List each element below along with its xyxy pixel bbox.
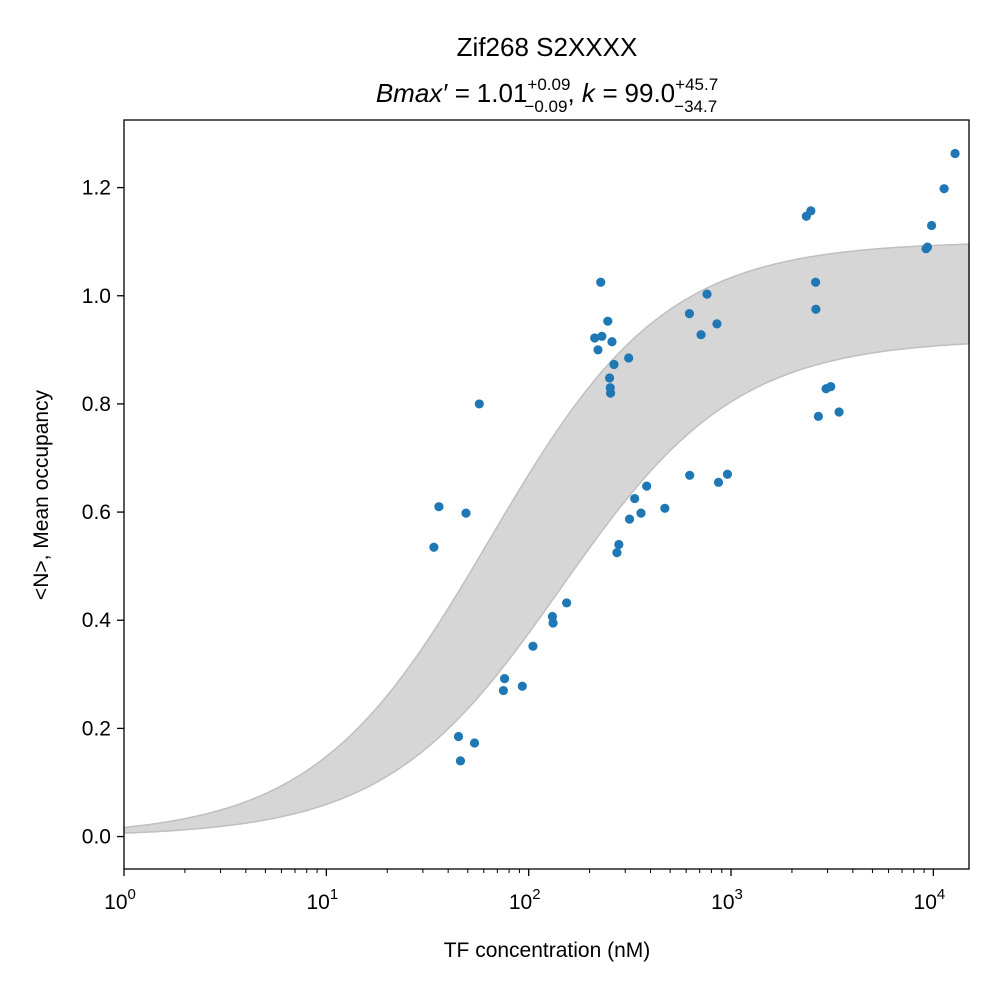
data-point [950, 148, 960, 159]
data-point [811, 304, 821, 314]
data-point [642, 481, 652, 491]
data-point [461, 508, 471, 518]
data-point [813, 411, 824, 421]
subtitle-separator: , [567, 78, 581, 108]
data-point [499, 674, 510, 684]
data-point [926, 220, 937, 231]
bmax-symbol: Bmax′ = [376, 78, 477, 108]
x-tick-label: 102 [509, 886, 541, 914]
data-point [922, 242, 933, 252]
data-point [614, 539, 624, 550]
y-tick-label: 0.0 [82, 826, 111, 849]
data-point [429, 542, 439, 552]
y-tick-label: 0.8 [82, 393, 111, 416]
x-tick-label: 104 [914, 886, 946, 914]
data-point [636, 508, 646, 518]
k-lower-error: −34.7 [674, 97, 717, 116]
bmax-value: 1.01 [477, 78, 528, 108]
data-point [469, 738, 480, 748]
bmax-upper-error: +0.09 [527, 75, 570, 94]
data-point [612, 548, 622, 558]
data-point [685, 470, 695, 480]
plot-area [123, 119, 970, 870]
k-upper-error: +45.7 [675, 75, 718, 94]
y-axis-label: <N>, Mean occupancy [30, 389, 53, 600]
data-point [474, 399, 484, 409]
data-point [590, 333, 600, 343]
chart-title: Zif268 S2XXXX [457, 32, 638, 62]
data-point [605, 388, 616, 398]
data-point [603, 316, 613, 326]
data-point [826, 382, 836, 392]
y-axis: 0.0 0.2 0.4 0.6 0.8 1.0 1.2 [82, 177, 124, 849]
data-point [548, 618, 558, 628]
y-tick-label: 1.0 [82, 285, 111, 308]
data-point [604, 373, 615, 383]
data-point [624, 514, 635, 524]
x-axis: 100 101 102 103 104 [104, 869, 945, 914]
data-point [810, 277, 821, 287]
plot-frame [123, 119, 970, 870]
chart-subtitle: Bmax′ = 1.01+0.09 −0.09, k = 99.0+45.7 −34… [376, 75, 718, 116]
data-point [455, 756, 466, 766]
data-point [453, 731, 464, 742]
data-point [722, 469, 733, 479]
data-point [684, 309, 695, 319]
confidence-band [123, 243, 970, 834]
y-tick-label: 1.2 [82, 177, 111, 200]
data-point [609, 359, 619, 370]
k-symbol: k = [582, 78, 625, 108]
data-point [713, 477, 724, 487]
data-point [660, 503, 670, 513]
data-point [498, 685, 509, 696]
data-point [593, 345, 603, 355]
bmax-lower-error: −0.09 [524, 97, 567, 116]
k-value: 99.0 [625, 78, 676, 108]
data-point [528, 641, 538, 651]
data-point [630, 493, 640, 504]
data-point [834, 407, 844, 417]
data-point [712, 319, 722, 329]
data-point [696, 330, 706, 340]
x-axis-label: TF concentration (nM) [444, 939, 651, 962]
y-tick-label: 0.4 [82, 609, 112, 632]
data-point [562, 598, 572, 608]
data-point [624, 353, 634, 363]
x-tick-label: 103 [711, 886, 743, 914]
data-point [597, 331, 607, 341]
y-tick-label: 0.2 [82, 717, 111, 740]
data-point [517, 681, 527, 691]
x-tick-label: 101 [306, 886, 338, 914]
y-tick-label: 0.6 [82, 501, 111, 524]
data-points [429, 148, 960, 766]
data-point [434, 502, 444, 512]
x-tick-label: 100 [104, 886, 136, 914]
data-point [596, 277, 606, 287]
data-point [806, 206, 816, 216]
data-point [607, 337, 617, 347]
data-point [939, 184, 949, 194]
data-point [702, 289, 712, 299]
